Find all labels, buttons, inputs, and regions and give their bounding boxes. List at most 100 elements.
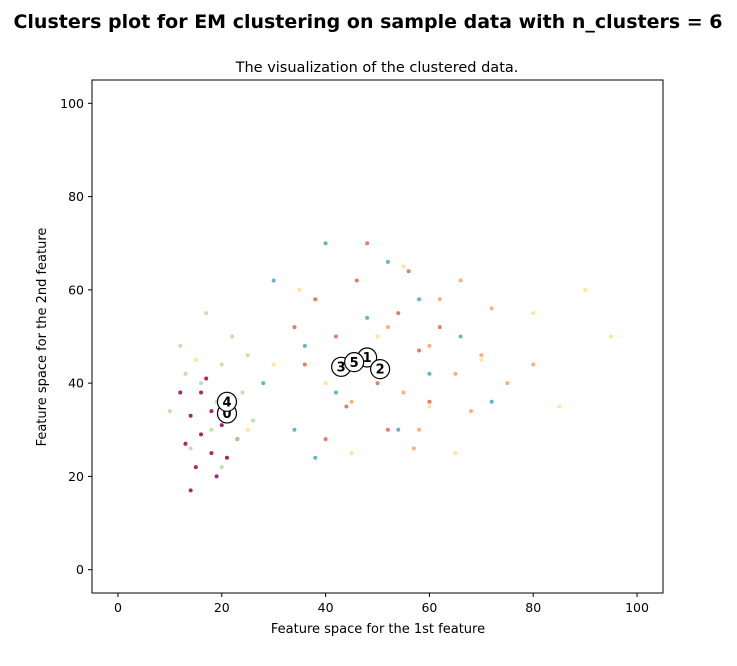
cluster-center-marker (369, 359, 391, 380)
data-point-cluster-3 (193, 357, 198, 362)
data-point-cluster-3 (427, 404, 432, 409)
data-point-cluster-1 (406, 269, 411, 274)
data-point-cluster-0 (178, 390, 183, 395)
data-point-cluster-3 (349, 451, 354, 456)
data-point-cluster-5 (385, 259, 390, 264)
data-point-cluster-2 (349, 399, 354, 404)
data-point-cluster-4 (167, 409, 172, 414)
data-point-cluster-0 (204, 376, 209, 381)
data-point-cluster-5 (427, 371, 432, 376)
data-point-cluster-3 (557, 404, 562, 409)
data-point-cluster-4 (230, 334, 235, 339)
data-point-cluster-2 (427, 343, 432, 348)
data-point-cluster-0 (183, 441, 188, 446)
cluster-centers-layer: 0 12 3 4 5 (216, 347, 391, 424)
data-point-cluster-0 (199, 390, 204, 395)
data-point-cluster-5 (261, 381, 266, 386)
x-axis-label: Feature space for the 1st feature (271, 622, 485, 637)
data-point-cluster-5 (271, 278, 276, 283)
data-point-cluster-0 (219, 423, 224, 428)
data-point-cluster-0 (214, 474, 219, 479)
data-point-cluster-2 (505, 381, 510, 386)
data-point-cluster-4 (183, 371, 188, 376)
data-point-cluster-4 (188, 446, 193, 451)
y-tick-label: 100 (60, 96, 84, 111)
data-point-cluster-2 (531, 362, 536, 367)
data-point-cluster-2 (489, 306, 494, 311)
data-point-cluster-0 (209, 451, 214, 456)
data-point-cluster-0 (188, 488, 193, 493)
data-point-cluster-1 (344, 404, 349, 409)
cluster-center-label: 5 (350, 356, 359, 371)
data-point-cluster-4 (245, 353, 250, 358)
data-point-cluster-5 (489, 399, 494, 404)
cluster-center-label: 1 (363, 351, 372, 366)
scatter-points-layer (167, 241, 614, 493)
data-point-cluster-1 (292, 325, 297, 330)
data-point-cluster-3 (531, 311, 536, 316)
figure-suptitle: Clusters plot for EM clustering on sampl… (13, 11, 722, 33)
data-point-cluster-5 (292, 427, 297, 432)
data-point-cluster-0 (209, 409, 214, 414)
data-point-cluster-3 (297, 287, 302, 292)
data-point-cluster-2 (411, 446, 416, 451)
data-point-cluster-3 (609, 334, 614, 339)
x-tick-label: 60 (421, 600, 437, 615)
data-point-cluster-3 (323, 381, 328, 386)
data-point-cluster-3 (453, 451, 458, 456)
data-point-cluster-1 (313, 297, 318, 302)
data-point-cluster-5 (323, 241, 328, 246)
data-point-cluster-4 (209, 427, 214, 432)
cluster-center-marker (344, 352, 365, 373)
data-point-cluster-1 (437, 325, 442, 330)
data-point-cluster-5 (365, 315, 370, 320)
data-point-cluster-1 (302, 362, 307, 367)
data-point-cluster-4 (240, 390, 245, 395)
x-axis: 0 20 40 60 80 100 (114, 593, 649, 615)
data-point-cluster-2 (479, 353, 484, 358)
x-tick-label: 0 (114, 600, 122, 615)
data-point-cluster-4 (219, 465, 224, 470)
data-point-cluster-1 (375, 381, 380, 386)
data-point-cluster-2 (468, 409, 473, 414)
data-point-cluster-5 (417, 297, 422, 302)
data-point-cluster-1 (323, 437, 328, 442)
y-tick-label: 60 (68, 282, 84, 297)
data-point-cluster-0 (224, 455, 229, 460)
data-point-cluster-0 (193, 465, 198, 470)
data-point-cluster-4 (250, 418, 255, 423)
data-point-cluster-0 (188, 413, 193, 418)
x-tick-label: 100 (625, 600, 649, 615)
data-point-cluster-1 (385, 427, 390, 432)
data-point-cluster-0 (199, 432, 204, 437)
data-point-cluster-5 (313, 455, 318, 460)
data-point-cluster-1 (396, 311, 401, 316)
data-point-cluster-4 (204, 311, 209, 316)
data-point-cluster-3 (271, 362, 276, 367)
y-axis-label: Feature space for the 2nd feature (35, 228, 50, 447)
y-tick-label: 20 (68, 469, 84, 484)
data-point-cluster-4 (235, 437, 240, 442)
y-tick-label: 0 (76, 562, 84, 577)
data-point-cluster-2 (437, 297, 442, 302)
data-point-cluster-1 (365, 241, 370, 246)
y-axis: 0 20 40 60 80 100 (60, 96, 92, 577)
cluster-center-label: 4 (222, 395, 231, 410)
plot-area (91, 79, 664, 594)
data-point-cluster-1 (417, 348, 422, 353)
data-point-cluster-2 (458, 278, 463, 283)
y-tick-label: 80 (68, 189, 84, 204)
data-point-cluster-3 (401, 264, 406, 269)
data-point-cluster-5 (396, 427, 401, 432)
data-point-cluster-2 (401, 390, 406, 395)
data-point-cluster-2 (453, 371, 458, 376)
cluster-center-label: 3 (337, 360, 346, 375)
y-tick-label: 40 (68, 376, 84, 391)
data-point-cluster-3 (583, 287, 588, 292)
data-point-cluster-1 (427, 399, 432, 404)
data-point-cluster-2 (385, 325, 390, 330)
data-point-cluster-5 (302, 343, 307, 348)
data-point-cluster-5 (458, 334, 463, 339)
cluster-center-label: 2 (376, 363, 385, 378)
cluster-center-label: 0 (222, 407, 231, 422)
